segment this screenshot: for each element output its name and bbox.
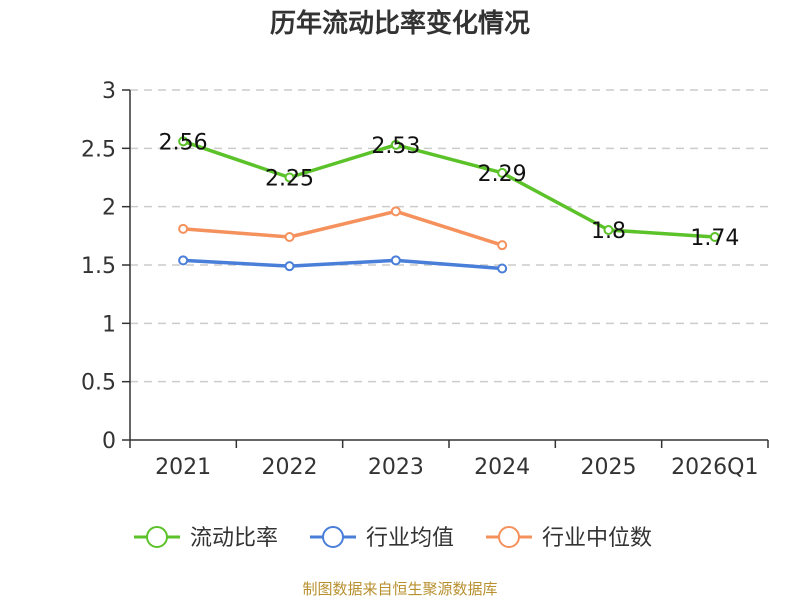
legend-item: 行业均值 bbox=[310, 526, 454, 551]
source-note: 制图数据来自恒生聚源数据库 bbox=[302, 580, 497, 598]
data-label: 2.25 bbox=[265, 167, 314, 192]
data-point bbox=[178, 223, 189, 234]
legend-label: 流动比率 bbox=[190, 526, 278, 551]
y-tick-label: 3 bbox=[102, 79, 116, 104]
y-tick-label: 0 bbox=[102, 429, 116, 454]
series-line bbox=[183, 209, 503, 247]
x-tick-label: 2026Q1 bbox=[671, 455, 758, 480]
legend-item: 行业中位数 bbox=[486, 526, 652, 551]
x-tick-label: 2024 bbox=[474, 455, 530, 480]
data-point bbox=[178, 136, 189, 147]
data-point bbox=[284, 261, 295, 272]
data-point bbox=[390, 255, 401, 266]
data-point bbox=[709, 232, 720, 242]
series-lines bbox=[178, 136, 720, 274]
data-point bbox=[603, 225, 614, 235]
legend-label: 行业均值 bbox=[366, 526, 454, 551]
series-line bbox=[182, 139, 715, 239]
legend: 流动比率 行业均值 行业中位数 bbox=[134, 526, 652, 551]
legend-swatch-marker bbox=[322, 526, 344, 548]
data-point bbox=[390, 206, 401, 217]
y-tick-label: 1.5 bbox=[81, 254, 116, 279]
data-label: 1.74 bbox=[690, 226, 739, 251]
data-labels: 2.56 2.25 2.53 2.29 1.8 1.74 bbox=[159, 130, 740, 251]
data-point bbox=[497, 263, 508, 274]
series-line bbox=[183, 258, 503, 271]
data-point bbox=[178, 255, 189, 266]
data-label: 2.56 bbox=[159, 130, 208, 155]
data-point bbox=[284, 232, 295, 242]
x-tick-label: 2022 bbox=[262, 455, 318, 480]
y-tick-label: 0.5 bbox=[81, 371, 116, 396]
y-tick-label: 2 bbox=[102, 196, 116, 221]
x-axis-ticks: 2021 2022 2023 2024 2025 2026Q1 bbox=[129, 440, 769, 480]
chart-title: 历年流动比率变化情况 bbox=[270, 8, 530, 39]
data-label: 1.8 bbox=[591, 219, 626, 244]
y-tick-label: 2.5 bbox=[81, 137, 116, 162]
x-tick-label: 2025 bbox=[581, 455, 637, 480]
data-point bbox=[390, 139, 401, 150]
legend-swatch-marker bbox=[146, 526, 168, 548]
x-tick-label: 2023 bbox=[368, 455, 424, 480]
data-label: 2.53 bbox=[371, 134, 420, 159]
data-point bbox=[497, 240, 508, 251]
y-axis-ticks: 0 0.5 1 1.5 2 2.5 3 bbox=[81, 79, 130, 454]
legend-swatch-marker bbox=[498, 526, 520, 548]
legend-label: 行业中位数 bbox=[542, 526, 652, 551]
legend-item: 流动比率 bbox=[134, 526, 278, 551]
x-tick-label: 2021 bbox=[155, 455, 211, 480]
y-tick-label: 1 bbox=[102, 312, 116, 337]
data-point bbox=[284, 172, 295, 183]
data-point bbox=[497, 167, 508, 178]
data-label: 2.29 bbox=[478, 162, 527, 187]
